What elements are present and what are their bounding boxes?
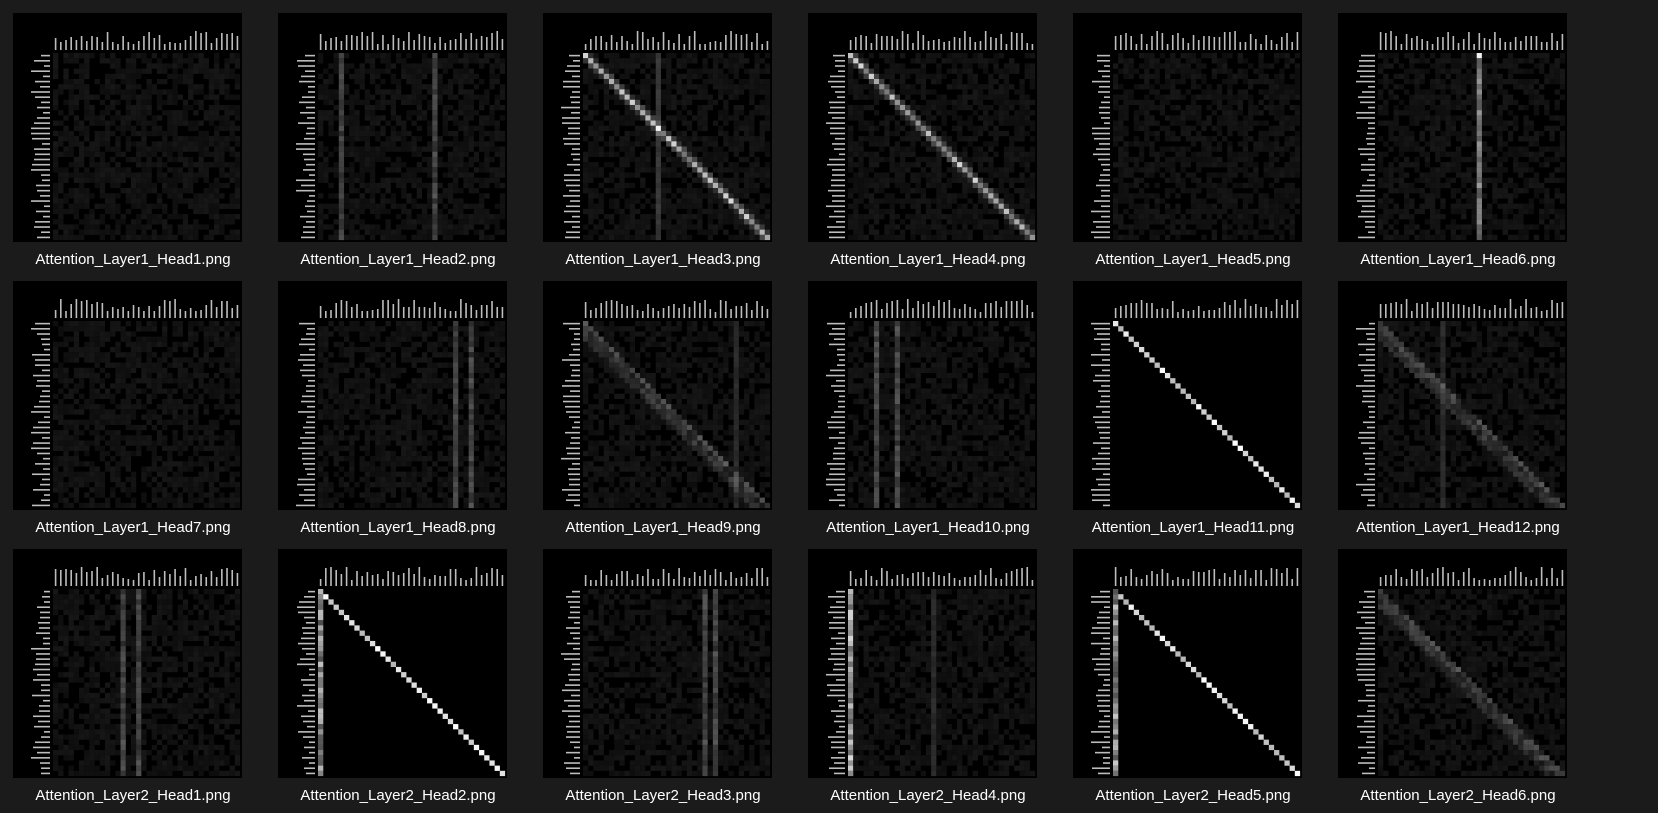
- attention-heatmap: [278, 13, 507, 242]
- image-thumbnail: [1338, 281, 1567, 510]
- file-item[interactable]: Attention_Layer2_Head3.png: [530, 536, 796, 804]
- attention-heatmap: [808, 13, 1037, 242]
- image-thumbnail: [1338, 13, 1567, 242]
- file-name: Attention_Layer1_Head10.png: [826, 519, 1030, 536]
- file-item[interactable]: Attention_Layer1_Head11.png: [1060, 268, 1326, 536]
- image-thumbnail: [1073, 281, 1302, 510]
- file-name: Attention_Layer1_Head2.png: [300, 251, 496, 268]
- file-name: Attention_Layer2_Head1.png: [35, 787, 231, 804]
- attention-heatmap: [808, 549, 1037, 778]
- attention-heatmap: [13, 13, 242, 242]
- file-name: Attention_Layer1_Head11.png: [1091, 519, 1295, 536]
- file-name: Attention_Layer1_Head12.png: [1356, 519, 1560, 536]
- attention-heatmap: [543, 13, 772, 242]
- image-thumbnail: [543, 281, 772, 510]
- file-item[interactable]: Attention_Layer1_Head1.png: [0, 0, 266, 268]
- attention-heatmap: [13, 549, 242, 778]
- image-thumbnail: [808, 281, 1037, 510]
- image-thumbnail: [278, 281, 507, 510]
- file-name: Attention_Layer1_Head9.png: [565, 519, 761, 536]
- image-thumbnail: [278, 13, 507, 242]
- file-name: Attention_Layer1_Head8.png: [300, 519, 496, 536]
- file-name: Attention_Layer1_Head4.png: [830, 251, 1026, 268]
- file-name: Attention_Layer2_Head5.png: [1095, 787, 1291, 804]
- file-item[interactable]: Attention_Layer2_Head6.png: [1325, 536, 1591, 804]
- file-item[interactable]: Attention_Layer2_Head1.png: [0, 536, 266, 804]
- image-thumbnail: [808, 13, 1037, 242]
- file-item[interactable]: Attention_Layer1_Head6.png: [1325, 0, 1591, 268]
- image-thumbnail: [278, 549, 507, 778]
- image-thumbnail: [1073, 549, 1302, 778]
- attention-heatmap: [1073, 549, 1302, 778]
- file-name: Attention_Layer1_Head6.png: [1360, 251, 1556, 268]
- file-name: Attention_Layer2_Head2.png: [300, 787, 496, 804]
- file-item[interactable]: Attention_Layer1_Head2.png: [265, 0, 531, 268]
- file-item[interactable]: Attention_Layer2_Head5.png: [1060, 536, 1326, 804]
- file-item[interactable]: Attention_Layer1_Head5.png: [1060, 0, 1326, 268]
- attention-heatmap: [808, 281, 1037, 510]
- file-item[interactable]: Attention_Layer1_Head8.png: [265, 268, 531, 536]
- file-item[interactable]: Attention_Layer1_Head10.png: [795, 268, 1061, 536]
- file-item[interactable]: Attention_Layer1_Head7.png: [0, 268, 266, 536]
- file-name: Attention_Layer1_Head1.png: [35, 251, 231, 268]
- attention-heatmap: [278, 549, 507, 778]
- image-thumbnail: [13, 281, 242, 510]
- file-item[interactable]: Attention_Layer1_Head9.png: [530, 268, 796, 536]
- image-thumbnail: [543, 549, 772, 778]
- image-thumbnail: [1073, 13, 1302, 242]
- attention-heatmap: [1338, 13, 1567, 242]
- image-thumbnail: [13, 549, 242, 778]
- file-item[interactable]: Attention_Layer2_Head4.png: [795, 536, 1061, 804]
- image-thumbnail: [1338, 549, 1567, 778]
- file-item[interactable]: Attention_Layer1_Head12.png: [1325, 268, 1591, 536]
- attention-heatmap: [1073, 13, 1302, 242]
- attention-heatmap: [543, 281, 772, 510]
- image-thumbnail: [808, 549, 1037, 778]
- file-name: Attention_Layer1_Head3.png: [565, 251, 761, 268]
- file-name: Attention_Layer1_Head7.png: [35, 519, 231, 536]
- file-name: Attention_Layer1_Head5.png: [1095, 251, 1291, 268]
- file-item[interactable]: Attention_Layer1_Head3.png: [530, 0, 796, 268]
- file-item[interactable]: Attention_Layer1_Head4.png: [795, 0, 1061, 268]
- attention-heatmap: [13, 281, 242, 510]
- attention-heatmap: [1338, 549, 1567, 778]
- file-name: Attention_Layer2_Head3.png: [565, 787, 761, 804]
- image-thumbnail: [13, 13, 242, 242]
- attention-heatmap: [543, 549, 772, 778]
- attention-heatmap: [1338, 281, 1567, 510]
- attention-heatmap: [278, 281, 507, 510]
- file-name: Attention_Layer2_Head4.png: [830, 787, 1026, 804]
- image-thumbnail: [543, 13, 772, 242]
- file-name: Attention_Layer2_Head6.png: [1360, 787, 1556, 804]
- attention-heatmap: [1073, 281, 1302, 510]
- file-item[interactable]: Attention_Layer2_Head2.png: [265, 536, 531, 804]
